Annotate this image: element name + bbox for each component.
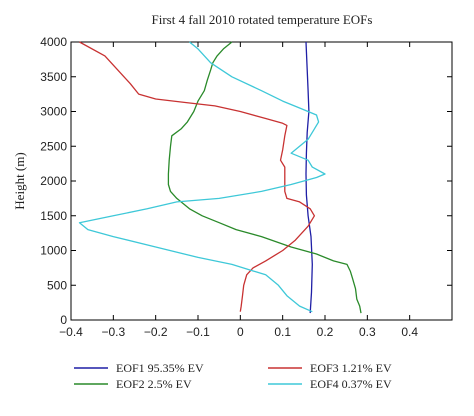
legend-label-eof4: EOF4 0.37% EV <box>310 377 392 391</box>
y-tick-label: 3000 <box>40 105 67 119</box>
x-tick-label: −0.1 <box>186 325 210 339</box>
legend: EOF1 95.35% EV EOF2 2.5% EV EOF3 1.21% EV E… <box>74 361 392 391</box>
y-tick-label: 2500 <box>40 139 67 153</box>
y-tick-label: 3500 <box>40 70 67 84</box>
x-tick-label: −0.4 <box>59 325 83 339</box>
x-tick-label: 0.3 <box>359 325 376 339</box>
legend-label-eof1: EOF1 95.35% EV <box>116 361 204 375</box>
series-line-eof2 <box>167 41 362 314</box>
y-tick-label: 2000 <box>40 174 67 188</box>
y-tick-label: 4000 <box>40 35 67 49</box>
series-line-eof3 <box>79 41 316 312</box>
legend-label-eof2: EOF2 2.5% EV <box>116 377 192 391</box>
plot-area <box>70 41 453 321</box>
y-axis-label: Height (m) <box>12 152 27 209</box>
series-line-eof1 <box>305 41 313 314</box>
y-tick-label: 0 <box>60 313 67 327</box>
x-tick-label: 0.1 <box>274 325 291 339</box>
y-tick-label: 1000 <box>40 244 67 258</box>
y-tick-label: 500 <box>47 278 67 292</box>
series-layer <box>78 41 362 314</box>
series-line-eof4 <box>78 41 326 313</box>
x-axis: −0.4 −0.3 −0.2 −0.1 0 0.1 0.2 0.3 0.4 <box>59 42 418 339</box>
chart-title: First 4 fall 2010 rotated temperature EO… <box>152 12 373 27</box>
y-axis: 0 500 1000 1500 2000 2500 3000 3500 4000 <box>40 35 452 327</box>
legend-label-eof3: EOF3 1.21% EV <box>310 361 392 375</box>
x-tick-label: 0.2 <box>317 325 334 339</box>
x-tick-label: 0.4 <box>401 325 418 339</box>
x-tick-label: 0 <box>237 325 244 339</box>
y-tick-label: 1500 <box>40 209 67 223</box>
x-tick-label: −0.3 <box>101 325 125 339</box>
x-tick-label: −0.2 <box>144 325 168 339</box>
